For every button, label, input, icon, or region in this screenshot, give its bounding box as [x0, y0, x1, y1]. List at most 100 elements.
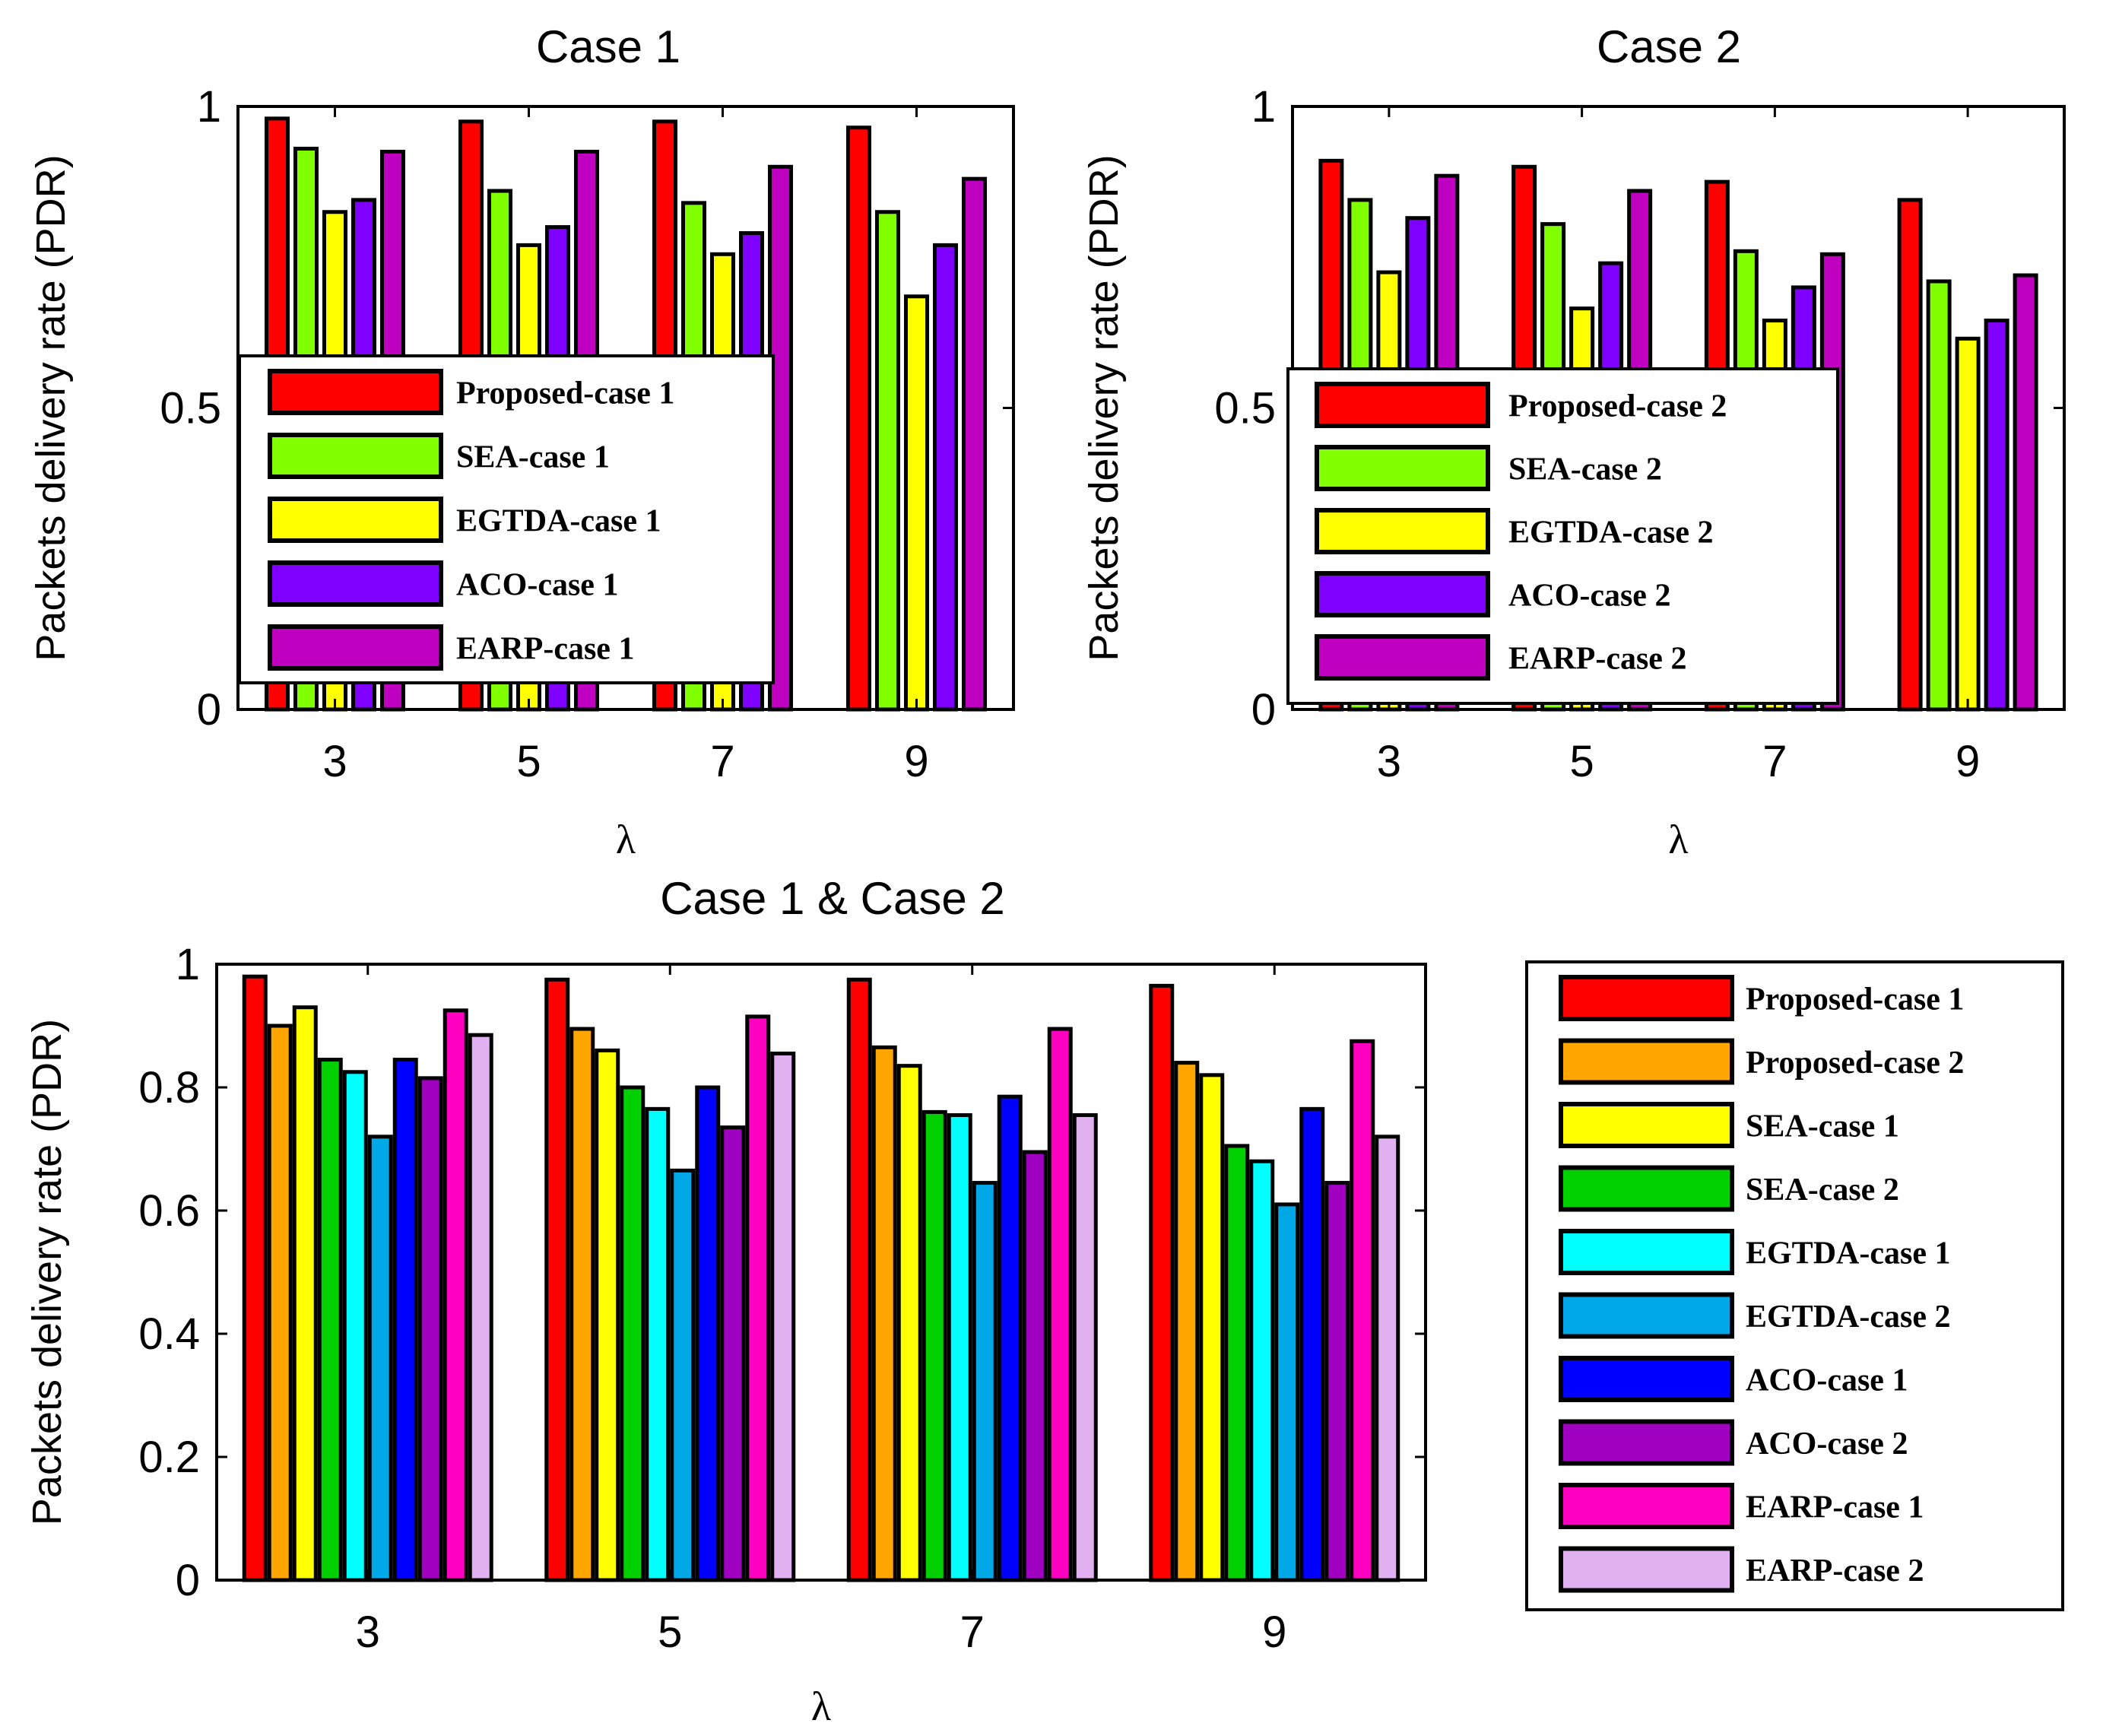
- legend-swatch: [268, 369, 443, 415]
- bar-proposed-case-2-lambda-3: [267, 1024, 293, 1582]
- legend-swatch: [1315, 445, 1490, 491]
- x-tick-label: 3: [1377, 737, 1401, 786]
- bar-aco-case-1-lambda-7: [997, 1094, 1023, 1582]
- x-tick-label: 5: [516, 737, 541, 786]
- bar-proposed-case-2-lambda-7: [871, 1045, 897, 1582]
- y-axis-label: Packets delivery rate (PDR): [1081, 154, 1127, 661]
- bar-proposed-case-1-lambda-7: [846, 977, 872, 1582]
- y-tick-label: 0: [1251, 685, 1276, 735]
- bar-proposed-case-2-lambda-5: [569, 1027, 595, 1582]
- legend-label: EARP-case 2: [1508, 642, 1686, 677]
- legend-swatch: [1315, 508, 1490, 554]
- legend-label: ACO-case 1: [1746, 1363, 1908, 1398]
- bar-sea-case-1-lambda-3: [292, 1005, 318, 1582]
- bar-aco-case-1-lambda-5: [695, 1085, 721, 1582]
- x-tick-label: 7: [1762, 737, 1787, 786]
- y-tick-label: 0.2: [138, 1433, 200, 1482]
- bar-egtda-case-1-lambda-9: [1249, 1159, 1275, 1582]
- bar-aco-case-2-lambda-3: [417, 1076, 443, 1582]
- x-tick-label: 9: [1956, 737, 1980, 786]
- legend-label: Proposed-case 2: [1746, 1046, 1964, 1081]
- bar-sea-case-1-lambda-9: [1199, 1073, 1225, 1582]
- y-tick-label: 0: [197, 685, 221, 735]
- x-tick-label: 7: [960, 1607, 985, 1657]
- bar-proposed-case-1-lambda-3: [242, 974, 268, 1582]
- legend-swatch: [268, 433, 443, 479]
- chart-case-1-and-case-2: Case 1 & Case 2 Packets delivery rate (PD…: [24, 873, 2064, 1729]
- chart-case-2: Case 2 Packets delivery rate (PDR) λ 0 0.5 1 3…: [1081, 21, 2066, 862]
- legend-label: Proposed-case 1: [1746, 982, 1964, 1017]
- legend-label: ACO-case 2: [1508, 579, 1670, 614]
- bar-aco-case-1-lambda-9: [933, 243, 958, 712]
- bar-egtda-case-2-lambda-3: [367, 1135, 393, 1582]
- bar-egtda-case-1-lambda-5: [645, 1106, 671, 1582]
- y-tick-label: 0: [176, 1556, 200, 1605]
- bar-aco-case-2-lambda-7: [1022, 1150, 1048, 1582]
- bar-sea-case-1-lambda-9: [875, 210, 900, 712]
- legend-label: EGTDA-case 1: [1746, 1236, 1950, 1271]
- bar-egtda-case-2-lambda-7: [972, 1181, 998, 1582]
- x-tick-label: 9: [1262, 1607, 1286, 1657]
- bar-earp-case-1-lambda-7: [1047, 1027, 1073, 1582]
- legend: Proposed-case 1 Proposed-case 2 SEA-case 1…: [1525, 960, 2064, 1611]
- chart-title: Case 2: [1597, 21, 1741, 72]
- bar-egtda-case-2-lambda-5: [670, 1168, 696, 1582]
- bar-egtda-case-1-lambda-9: [904, 294, 929, 712]
- y-tick-label: 0.5: [160, 384, 221, 433]
- chart-title: Case 1: [536, 21, 680, 72]
- bar-earp-case-1-lambda-9: [962, 176, 987, 712]
- legend-label: EGTDA-case 2: [1508, 516, 1713, 551]
- legend: Proposed-case 1 SEA-case 1 EGTDA-case 1 ACO…: [238, 354, 775, 684]
- x-tick-label: 3: [322, 737, 347, 786]
- legend-swatch: [268, 560, 443, 607]
- y-tick-label: 1: [197, 82, 221, 132]
- legend-label: ACO-case 2: [1746, 1427, 1908, 1461]
- x-tick-label: 3: [356, 1607, 380, 1657]
- bar-aco-case-2-lambda-9: [1324, 1181, 1350, 1582]
- bar-earp-case-2-lambda-3: [468, 1033, 493, 1582]
- legend-swatch: [268, 497, 443, 543]
- legend-label: EGTDA-case 2: [1746, 1300, 1950, 1335]
- legend-swatch: [1559, 1356, 1734, 1402]
- bar-aco-case-2-lambda-5: [720, 1125, 746, 1582]
- y-axis-label: Packets delivery rate (PDR): [28, 154, 74, 661]
- y-tick-label: 1: [1251, 82, 1276, 132]
- x-axis-label: λ: [616, 817, 636, 862]
- bar-aco-case-1-lambda-9: [1299, 1106, 1325, 1582]
- bar-sea-case-2-lambda-3: [317, 1058, 343, 1582]
- bar-earp-case-2-lambda-5: [770, 1051, 796, 1582]
- legend-swatch: [1559, 975, 1734, 1021]
- bar-sea-case-2-lambda-5: [620, 1085, 645, 1582]
- legend-swatch: [268, 624, 443, 671]
- legend-label: SEA-case 2: [1508, 452, 1662, 487]
- legend: Proposed-case 2 SEA-case 2 EGTDA-case 2 ACO…: [1286, 367, 1839, 705]
- y-tick-label: 0.6: [138, 1186, 200, 1236]
- bar-egtda-case-2-lambda-9: [1274, 1202, 1300, 1582]
- legend-swatch: [1559, 1546, 1734, 1593]
- bar-sea-case-1-lambda-5: [595, 1048, 620, 1582]
- legend-swatch: [1559, 1102, 1734, 1148]
- legend-swatch: [1315, 571, 1490, 617]
- legend-label: ACO-case 1: [456, 568, 618, 603]
- bar-egtda-case-1-lambda-3: [342, 1070, 368, 1582]
- chart-case-1: Case 1 Packets delivery rate (PDR) λ 0 0.5 1 3…: [28, 21, 1015, 862]
- legend-swatch: [1559, 1483, 1734, 1529]
- bar-aco-case-1-lambda-3: [392, 1058, 418, 1582]
- y-tick-label: 1: [176, 940, 200, 989]
- y-axis-label: Packets delivery rate (PDR): [24, 1019, 70, 1525]
- y-tick-label: 0.5: [1214, 384, 1276, 433]
- bar-earp-case-2-lambda-9: [2013, 273, 2038, 712]
- legend-label: SEA-case 1: [456, 440, 610, 475]
- y-tick-label: 0.8: [138, 1063, 200, 1112]
- bar-proposed-case-1-lambda-9: [1149, 983, 1175, 1582]
- bar-aco-case-2-lambda-9: [1984, 319, 2009, 712]
- legend-label: EARP-case 1: [1746, 1490, 1924, 1525]
- legend-swatch: [1559, 1419, 1734, 1466]
- legend-label: Proposed-case 1: [456, 376, 674, 411]
- bar-sea-case-2-lambda-7: [921, 1109, 947, 1582]
- y-tick-label: 0.4: [138, 1309, 200, 1359]
- bar-sea-case-2-lambda-9: [1224, 1144, 1250, 1582]
- bar-earp-case-1-lambda-3: [442, 1008, 468, 1582]
- legend-swatch: [1315, 634, 1490, 681]
